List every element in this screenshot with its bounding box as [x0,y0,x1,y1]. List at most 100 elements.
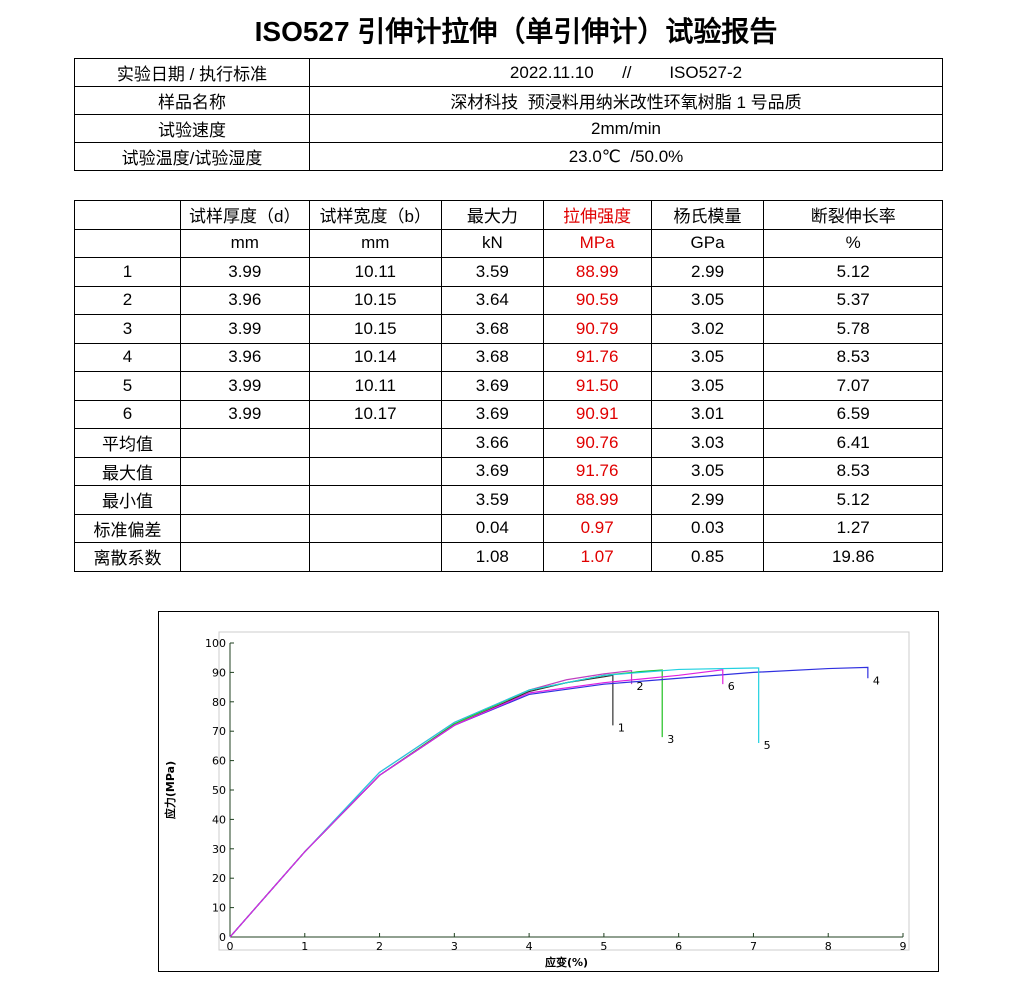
table-cell: 8.53 [763,456,943,486]
table-cell [180,513,310,543]
x-tick-label: 0 [227,940,234,953]
table-cell: 10.14 [308,342,443,372]
table-cell [308,428,443,458]
info-label: 试验速度 [74,114,310,143]
table-cell: 6.41 [763,428,943,458]
table-cell: 3.96 [180,285,310,315]
data-row: 6 3.99 10.17 3.69 90.91 3.01 6.59 [74,399,943,429]
y-tick-label: 90 [212,666,226,679]
table-cell: 3.99 [180,314,310,344]
table-cell: 1.27 [763,513,943,543]
y-tick-label: 40 [212,813,226,826]
data-row: 最小值 3.59 88.99 2.99 5.12 [74,485,943,515]
table-cell: 90.91 [542,399,652,429]
y-tick-label: 70 [212,725,226,738]
table-cell [308,485,443,515]
table-cell: 5.78 [763,314,943,344]
x-tick-label: 1 [301,940,308,953]
curve-label: 6 [728,680,735,693]
table-cell: 3.05 [650,285,765,315]
table-cell: 3.66 [441,428,544,458]
curve [229,667,760,938]
table-cell: 3.99 [180,257,310,287]
table-cell: 最小值 [74,485,181,515]
info-label: 实验日期 / 执行标准 [74,58,310,87]
data-row: 最大值 3.69 91.76 3.05 8.53 [74,456,943,486]
table-cell: 91.76 [542,342,652,372]
data-row: 2 3.96 10.15 3.64 90.59 3.05 5.37 [74,285,943,315]
table-cell [180,542,310,572]
table-cell: 90.79 [542,314,652,344]
table-cell: 2.99 [650,257,765,287]
table-cell: mm [308,228,443,258]
table-cell: 3.05 [650,342,765,372]
table-cell: 断裂伸长率 [763,200,943,230]
data-row: 5 3.99 10.11 3.69 91.50 3.05 7.07 [74,371,943,401]
table-cell: 3.69 [441,399,544,429]
header-row: 试样厚度（d） 试样宽度（b） 最大力 拉伸强度 杨氏模量 断裂伸长率 [74,200,943,230]
table-cell [74,228,181,258]
y-tick-label: 100 [205,637,226,650]
table-cell: % [763,228,943,258]
table-cell: 3.69 [441,456,544,486]
data-row: 3 3.99 10.15 3.68 90.79 3.02 5.78 [74,314,943,344]
y-axis-label: 应力(MPa) [163,761,177,819]
table-cell: 88.99 [542,257,652,287]
table-cell: mm [180,228,310,258]
data-row: 离散系数 1.08 1.07 0.85 19.86 [74,542,943,572]
table-cell: 试样宽度（b） [308,200,443,230]
data-row: 标准偏差 0.04 0.97 0.03 1.27 [74,513,943,543]
info-row: 试验速度 2mm/min [74,114,943,143]
table-cell: 90.76 [542,428,652,458]
table-cell: 4 [74,342,181,372]
table-cell: 10.17 [308,399,443,429]
table-cell [180,485,310,515]
y-tick-label: 30 [212,843,226,856]
x-axis-label: 应变(%) [545,955,588,969]
table-cell: 0.04 [441,513,544,543]
chart: 0 1 2 3 4 5 6 7 8 90102030405060708090100应变(%)应力(… [163,631,910,969]
table-cell: 3.69 [441,371,544,401]
curve-label: 3 [667,733,674,746]
table-cell: 5.12 [763,485,943,515]
table-cell: MPa [542,228,652,258]
table-cell: 0.97 [542,513,652,543]
info-row: 实验日期 / 执行标准 2022.11.10 // ISO527-2 [74,58,943,87]
report-title: ISO527 引伸计拉伸（单引伸计）试验报告 [254,16,778,47]
curve [229,669,724,938]
table-cell: 5.37 [763,285,943,315]
y-tick-label: 10 [212,902,226,915]
info-row: 样品名称 深材科技 预浸料用纳米改性环氧树脂 1 号品质 [74,86,943,115]
table-cell: 7.07 [763,371,943,401]
table-cell: 1 [74,257,181,287]
curve-label: 4 [873,674,880,687]
y-tick-label: 60 [212,755,226,768]
table-cell: 0.85 [650,542,765,572]
x-tick-label: 6 [675,940,682,953]
data-row: 平均值 3.66 90.76 3.03 6.41 [74,428,943,458]
table-cell: 10.15 [308,314,443,344]
table-cell: 3.01 [650,399,765,429]
table-cell: 杨氏模量 [650,200,765,230]
table-cell: 5.12 [763,257,943,287]
table-cell: 3.99 [180,371,310,401]
y-tick-label: 20 [212,872,226,885]
y-tick-label: 80 [212,696,226,709]
table-cell: 3.02 [650,314,765,344]
table-cell: 5 [74,371,181,401]
x-tick-label: 7 [750,940,757,953]
info-table: 实验日期 / 执行标准 2022.11.10 // ISO527-2 样品名称 深材科… [74,58,943,171]
table-cell: 8.53 [763,342,943,372]
table-cell [308,542,443,572]
table-cell: 离散系数 [74,542,181,572]
x-tick-label: 5 [600,940,607,953]
table-cell: 拉伸强度 [542,200,652,230]
table-cell: 3.68 [441,314,544,344]
table-cell: kN [441,228,544,258]
table-cell: 3.59 [441,485,544,515]
table-cell: 3.99 [180,399,310,429]
info-label: 试验温度/试验湿度 [74,142,310,171]
info-value: 2022.11.10 // ISO527-2 [309,58,943,87]
table-cell: 标准偏差 [74,513,181,543]
table-cell [180,428,310,458]
